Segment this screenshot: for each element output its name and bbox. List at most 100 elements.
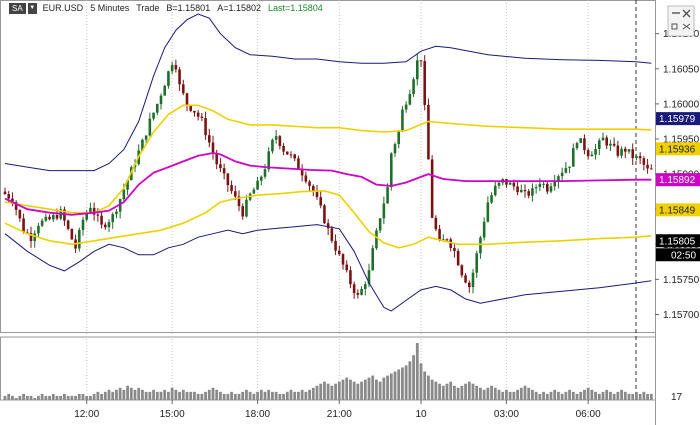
volume-bar [196,393,200,400]
volume-bar [170,387,174,400]
volume-bar [181,389,185,400]
candle-body [616,145,620,156]
candle-body [638,156,642,159]
candle-body [285,151,289,155]
price-tag [656,203,700,217]
volume-bar [553,389,557,400]
candle-body [159,95,163,104]
y-tick-label: 1.16050 [663,64,700,75]
candle-body [408,94,412,105]
candle-body [155,103,159,113]
volume-bar [601,391,605,400]
candle-body [601,137,605,141]
candle-body [219,164,222,169]
candle-body [167,71,170,86]
volume-bar [323,381,326,400]
volume-bar [178,391,181,400]
candle-body [85,213,89,220]
candle-body [586,150,590,157]
volume-bar [267,389,271,400]
volume-bar [508,391,512,400]
volume-bar [549,391,553,400]
candle-body [274,136,278,140]
candle-body [122,189,126,200]
volume-bar [627,393,631,400]
indicator-lines [4,13,652,312]
price-tag-label: 1.15849 [659,205,696,216]
volume-bar [211,387,215,400]
candle-body [512,182,516,187]
volume-bar [289,389,293,400]
volume-bar [341,379,345,400]
volume-bar [44,395,48,400]
volume-bar [367,377,371,400]
candle-body [323,205,326,224]
candle-body [66,220,70,229]
x-tick-label: 03:00 [494,409,519,420]
volume-bar [256,391,259,400]
volume-bar [248,391,252,400]
volume-bar [226,393,230,400]
candle-body [319,197,323,206]
price-tag-label: 1.15979 [659,114,696,125]
candle-body [531,188,534,196]
volume-bar [207,389,211,400]
candle-body [11,198,14,203]
candle-body [415,60,419,80]
candle-body [360,288,363,295]
volume-bar [408,361,412,400]
chart-toolbar: SA ▼ EUR.USD 5 Minutes Trade B=1.15801 A… [0,0,330,16]
candle-body [568,166,571,168]
series-line-keltner-lower [4,190,652,249]
volume-bar [245,389,248,400]
candle-body [51,215,55,220]
time-axis: 12:00 15:00 18:00 21:00 10 03:00 06:00 [74,400,601,420]
candles [3,53,653,299]
candle-body [560,172,564,177]
volume-bar [415,343,419,400]
candle-body [605,137,609,146]
volume-bar [456,387,460,400]
volume-bar [393,371,397,400]
volume-bar [430,379,434,400]
candle-body [445,239,449,241]
volume-bar [304,391,308,400]
volume-bar [189,391,193,400]
volume-bar [646,393,649,400]
candle-body [345,264,349,271]
candle-body [271,139,274,152]
candle-body [55,215,59,219]
volume-bar [293,391,297,400]
candle-body [646,164,649,169]
x-tick-label: 15:00 [160,409,185,420]
restore-icon [671,23,678,30]
candle-body [571,148,575,167]
volume-bar [356,383,360,400]
volume-bar [571,391,575,400]
x-tick-label: 12:00 [74,409,99,420]
candle-body [341,254,345,265]
chart-menu-button[interactable]: SA [9,2,26,14]
candle-body [467,282,471,288]
window-controls [667,5,695,37]
candle-body [226,173,230,186]
candle-body [330,228,334,241]
candle-body [382,203,386,219]
volume-bar [590,389,594,400]
candle-body [189,105,193,111]
price-tag-label: 1.15892 [659,175,696,186]
volume-bar [133,389,137,400]
series-line-bollinger-upper [4,13,652,172]
candle-body [427,104,430,160]
volume-bar [308,389,311,400]
candle-body [401,109,404,132]
volume-bar [144,391,148,400]
volume-bar [635,391,638,400]
price-tag-label: 1.15936 [659,144,696,155]
volume-bar [77,393,81,400]
price-tag [656,173,700,187]
x-tick-label: 10 [415,409,427,420]
chevron-down-icon[interactable]: ▼ [27,2,37,14]
x-tick-label: 06:00 [576,409,601,420]
